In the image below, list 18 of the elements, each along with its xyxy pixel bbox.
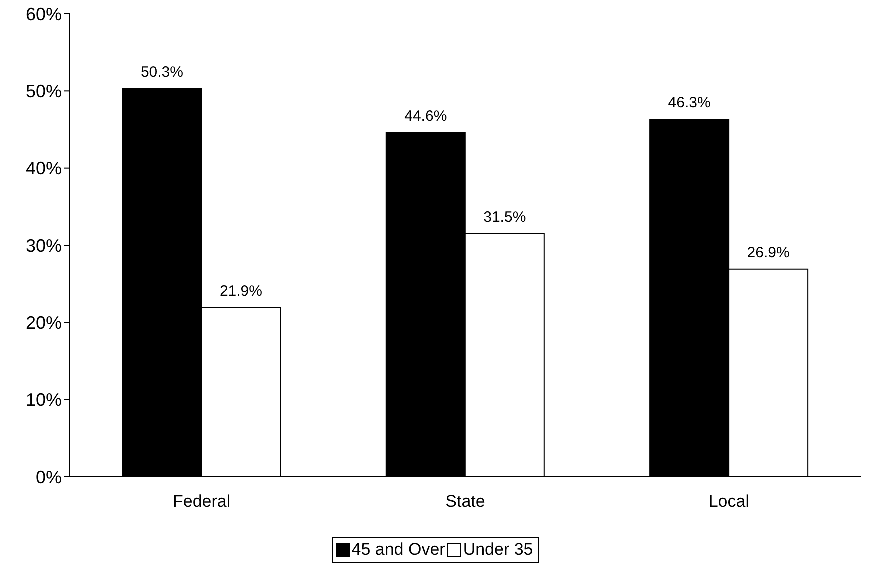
x-tick-label: State (446, 492, 486, 512)
data-label: 21.9% (220, 283, 263, 300)
y-tick-label: 60% (26, 4, 62, 24)
x-tick-label: Local (708, 492, 750, 512)
x-tick-label: Federal (173, 492, 231, 512)
legend-label: Under 35 (462, 540, 534, 560)
y-tick-label: 10% (26, 390, 62, 410)
y-tick-label: 20% (26, 313, 62, 334)
legend-label: 45 and Over (350, 540, 446, 560)
data-label: 31.5% (484, 208, 526, 226)
data-label: 26.9% (747, 244, 790, 262)
y-tick-label: 40% (26, 158, 62, 179)
data-label: 46.3% (668, 94, 711, 112)
y-tick-label: 30% (26, 236, 62, 256)
data-label: 50.3% (140, 64, 184, 81)
data-label: 44.6% (404, 108, 448, 125)
y-tick-label: 50% (26, 82, 62, 102)
y-tick-label: 0% (36, 467, 62, 488)
